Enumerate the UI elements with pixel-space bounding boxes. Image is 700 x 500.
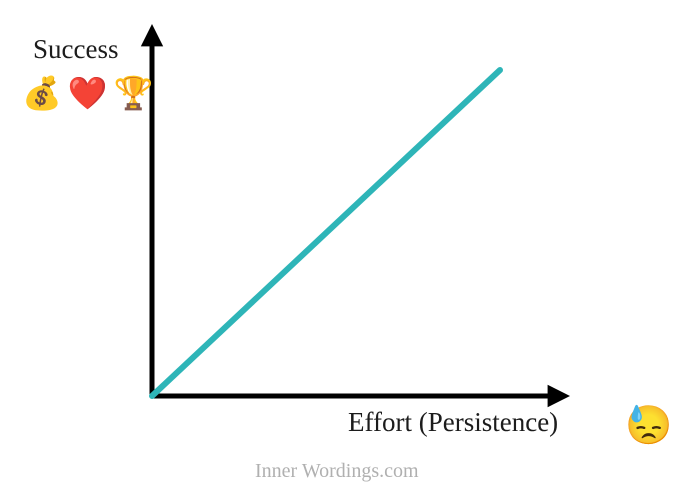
y-axis-arrowhead-icon — [141, 24, 163, 46]
success-icons-row: 💰❤️🏆 — [22, 74, 154, 112]
effort-emoji-icon: 😓 — [625, 404, 672, 448]
success-icon-2: 🏆 — [114, 74, 154, 112]
y-axis-label: Success — [33, 34, 118, 65]
success-icon-0: 💰 — [22, 74, 62, 112]
data-line — [152, 70, 500, 396]
attribution-text: Inner Wordings.com — [255, 460, 419, 483]
chart-container: Success 💰❤️🏆 Effort (Persistence) 😓 Inne… — [0, 0, 700, 500]
x-axis-arrowhead-icon — [548, 385, 570, 407]
x-axis-label: Effort (Persistence) — [348, 407, 558, 438]
success-icon-1: ❤️ — [68, 74, 108, 112]
